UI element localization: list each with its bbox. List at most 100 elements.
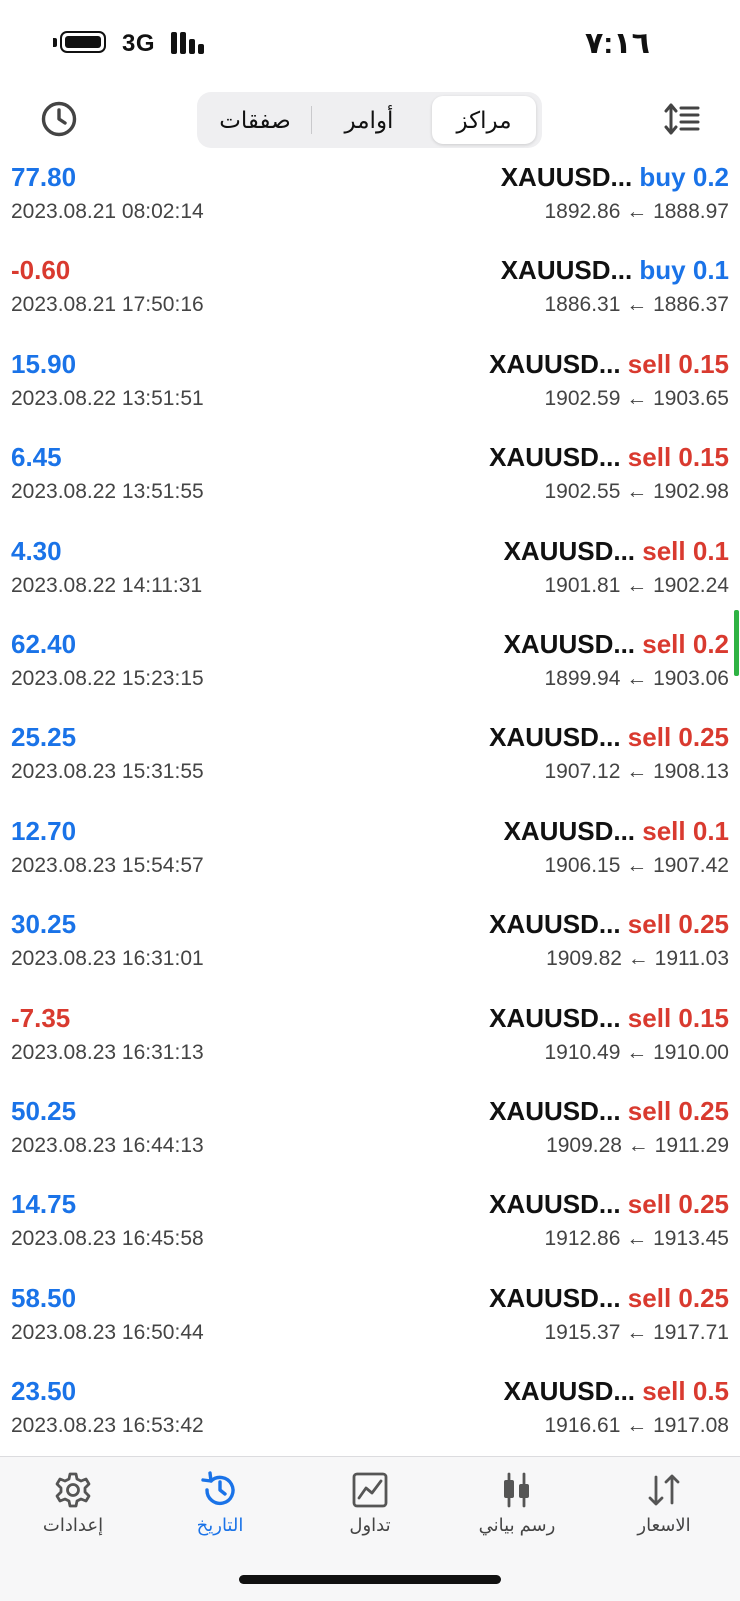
tab-settings[interactable]: إعدادات [13,1471,133,1551]
sort-button[interactable] [664,102,700,136]
position-prices: 1910.49 ← 1910.00 [544,1040,730,1064]
segment-positions[interactable]: مراكز [432,96,536,144]
position-symbol: XAUUSD... [489,1189,621,1220]
position-symbol: XAUUSD... [503,1376,636,1407]
tab-trade-label: تداول [349,1515,391,1535]
position-title: XAUUSD... sell 0.2 [504,629,729,660]
position-symbol: XAUUSD... [489,909,621,940]
position-prices: 1906.15 ← 1907.42 [544,853,730,877]
position-open-time: 2023.08.21 17:50:16 [11,293,204,317]
candlestick-chart-icon [504,1472,529,1508]
top-toolbar: صفقات أوامر مراكز [0,90,740,156]
position-profit: 58.50 [11,1282,77,1313]
position-row[interactable]: -0.60 2023.08.21 17:50:16 XAUUSD... buy 0.… [0,249,740,342]
clock-icon [41,101,77,137]
position-row[interactable]: 30.25 2023.08.23 16:31:01 XAUUSD... sell 0… [0,903,740,996]
position-row[interactable]: 15.90 2023.08.22 13:51:51 XAUUSD... sell 0… [0,343,740,436]
status-time: ٧:١٦ [585,27,650,60]
position-open-time: 2023.08.23 15:54:57 [11,853,204,877]
position-side-volume: sell 0.25 [627,1282,729,1313]
position-profit: -7.35 [11,1002,71,1033]
position-open-time: 2023.08.23 16:44:13 [11,1134,204,1157]
position-profit: 62.40 [11,629,77,659]
position-symbol: XAUUSD... [503,535,636,566]
position-symbol: XAUUSD... [489,1282,621,1313]
position-side-volume: sell 0.25 [627,722,729,753]
tab-trade[interactable]: تداول [310,1471,430,1551]
position-row[interactable]: 14.75 2023.08.23 16:45:58 XAUUSD... sell 0… [0,1183,740,1276]
position-side-volume: sell 0.25 [627,909,729,940]
position-title: XAUUSD... sell 0.15 [489,442,729,473]
position-row[interactable]: 4.30 2023.08.22 14:11:31 XAUUSD... sell 0.… [0,530,740,623]
position-prices: 1892.86 ← 1888.97 [544,200,730,223]
tab-quotes[interactable]: الاسعار [604,1471,724,1551]
position-prices: 1886.31 ← 1886.37 [544,293,730,317]
position-title: XAUUSD... buy 0.1 [501,255,729,286]
history-clock-icon [201,1471,235,1506]
position-row[interactable]: 77.80 2023.08.21 08:02:14 XAUUSD... buy 0.… [0,156,740,249]
segment-deals-label: صفقات [219,107,291,133]
position-side-volume: sell 0.5 [642,1376,729,1407]
tab-chart[interactable]: رسم بياني [457,1471,577,1551]
position-prices: 1902.59 ← 1903.65 [544,386,730,410]
quotes-arrows-icon [648,1474,680,1506]
position-title: XAUUSD... sell 0.1 [504,816,729,847]
position-symbol: XAUUSD... [503,629,636,659]
position-row[interactable]: 6.45 2023.08.22 13:51:55 XAUUSD... sell 0.… [0,436,740,529]
network-type: 3G [122,30,156,57]
position-symbol: XAUUSD... [500,255,633,286]
position-title: XAUUSD... sell 0.25 [489,1189,729,1220]
position-title: XAUUSD... sell 0.15 [489,349,729,380]
tab-chart-label: رسم بياني [478,1515,556,1535]
position-open-time: 2023.08.21 08:02:14 [11,200,204,223]
position-open-time: 2023.08.23 16:50:44 [11,1320,204,1344]
position-row[interactable]: 12.70 2023.08.23 15:54:57 XAUUSD... sell 0… [0,810,740,903]
position-open-time: 2023.08.23 16:53:42 [11,1414,204,1438]
position-prices: 1909.82 ← 1911.03 [546,947,729,971]
position-row[interactable]: -7.35 2023.08.23 16:31:13 XAUUSD... sell 0… [0,997,740,1090]
position-title: XAUUSD... sell 0.25 [489,1283,729,1314]
position-row[interactable]: 62.40 2023.08.22 15:23:15 XAUUSD... sell 0… [0,623,740,716]
position-side-volume: sell 0.25 [627,1189,729,1220]
position-row[interactable]: 23.50 2023.08.23 16:53:42 XAUUSD... sell 0… [0,1370,740,1456]
position-row[interactable]: 50.25 2023.08.23 16:44:13 XAUUSD... sell 0… [0,1090,740,1183]
position-profit: 6.45 [11,442,62,473]
position-prices: 1916.61 ← 1917.08 [544,1414,730,1438]
battery-icon [60,31,106,53]
position-profit: 15.90 [11,348,77,379]
position-row[interactable]: 25.25 2023.08.23 15:31:55 XAUUSD... sell 0… [0,716,740,809]
position-prices: 1899.94 ← 1903.06 [544,667,730,690]
position-title: XAUUSD... buy 0.2 [501,162,729,193]
bottom-tab-bar: إعدادات التاريخ تداول رسم بياني الاسعار [0,1456,740,1601]
tab-settings-label: إعدادات [42,1515,104,1535]
segment-orders[interactable]: أوامر [315,96,423,144]
status-bar: 3G ٧:١٦ [0,0,740,90]
position-prices: 1915.37 ← 1917.71 [544,1320,730,1344]
position-side-volume: sell 0.15 [627,1002,729,1033]
position-profit: 4.30 [11,535,62,566]
position-open-time: 2023.08.23 16:31:01 [11,947,204,971]
position-symbol: XAUUSD... [500,162,633,192]
segment-orders-label: أوامر [344,107,394,133]
segment-divider [311,106,312,134]
position-open-time: 2023.08.22 14:11:31 [11,573,203,597]
settings-gear-icon [55,1472,91,1508]
position-title: XAUUSD... sell 0.25 [489,722,729,753]
position-profit: -0.60 [11,255,71,286]
position-symbol: XAUUSD... [489,1002,621,1033]
signal-bars-icon [171,32,211,54]
positions-list[interactable]: 77.80 2023.08.21 08:02:14 XAUUSD... buy 0.… [0,156,740,1456]
position-prices: 1912.86 ← 1913.45 [544,1227,730,1251]
trade-chart-icon [352,1472,388,1508]
tab-history-label: التاريخ [196,1515,244,1535]
history-clock-button[interactable] [40,100,78,138]
position-profit: 25.25 [11,722,77,753]
segment-deals[interactable]: صفقات [203,96,307,144]
position-row[interactable]: 58.50 2023.08.23 16:50:44 XAUUSD... sell 0… [0,1277,740,1370]
position-open-time: 2023.08.23 16:31:13 [11,1040,204,1064]
position-profit: 50.25 [11,1096,77,1126]
segmented-control: صفقات أوامر مراكز [197,92,542,148]
position-prices: 1902.55 ← 1902.98 [544,480,730,504]
tab-history[interactable]: التاريخ [160,1471,280,1551]
position-title: XAUUSD... sell 0.15 [489,1003,729,1034]
